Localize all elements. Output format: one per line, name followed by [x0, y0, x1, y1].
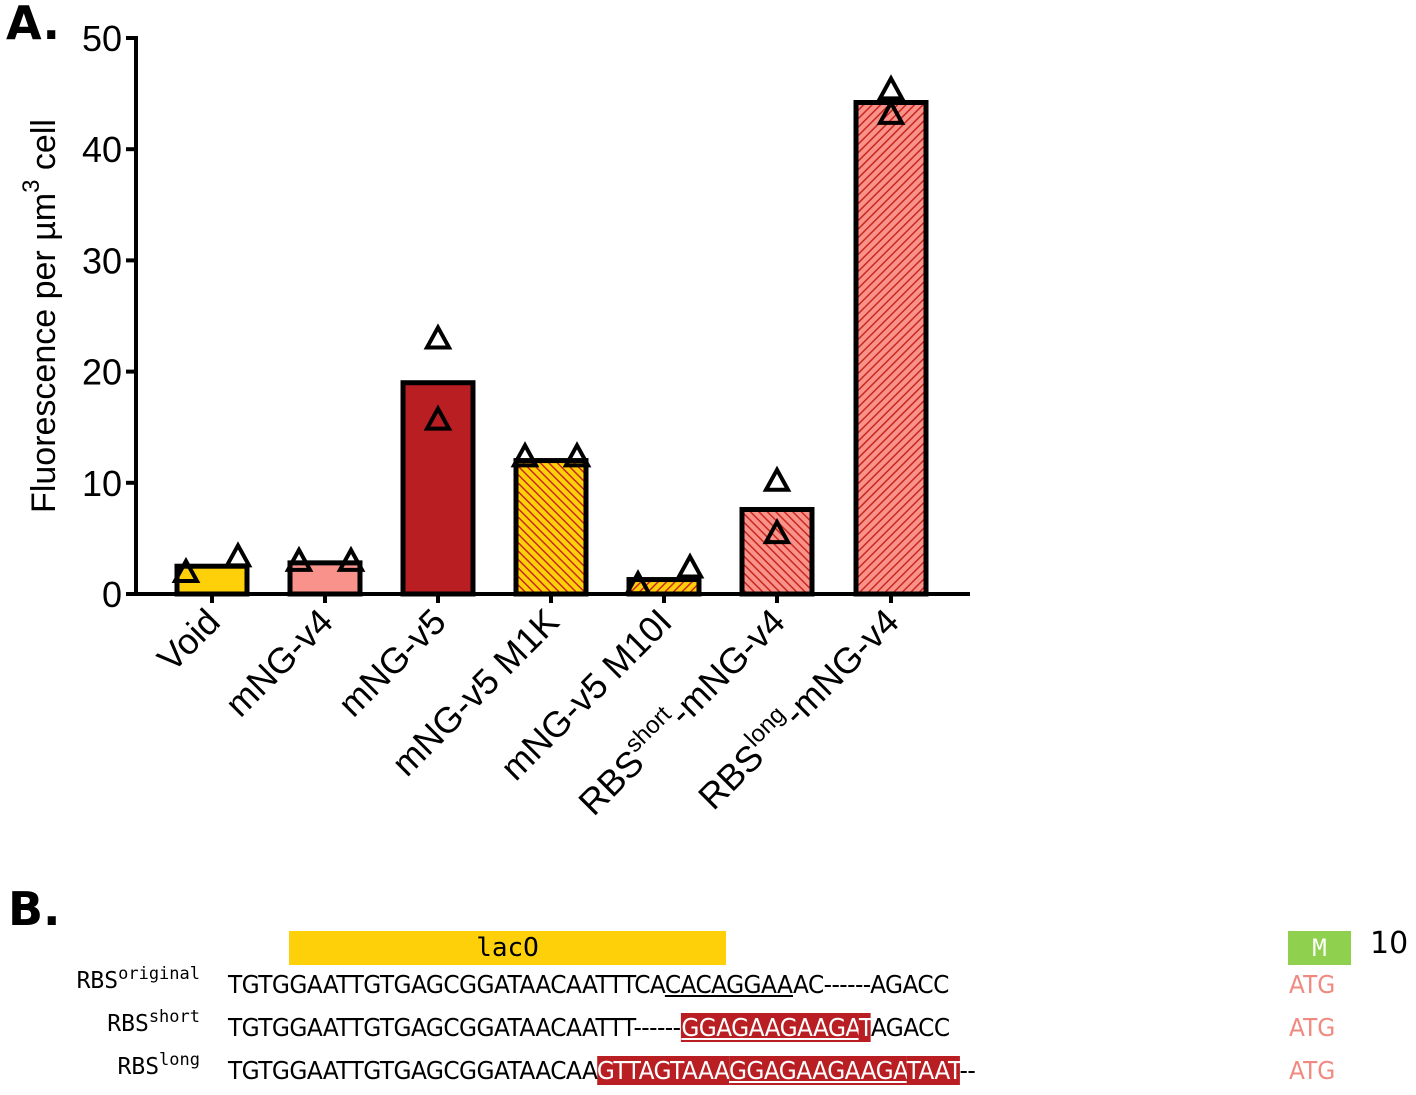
laco-label: lacO: [476, 933, 539, 963]
panel-a-label: A.: [6, 0, 60, 50]
sequence-row-short: TGTGGAATTGTGAGCGGATAACAATTT------GGAGAAG…: [228, 1013, 950, 1042]
bars: [174, 99, 929, 597]
row-label-short: RBSshort: [107, 1007, 200, 1037]
x-axis: [134, 592, 970, 603]
sequence-segment: TGTGGAATTGTGAGCGGATAACAA: [228, 1056, 597, 1085]
y-axis-label: Fluorescence per µm3 cell: [18, 119, 63, 513]
sequence-segment: --: [959, 1056, 976, 1085]
y-tick-label: 20: [82, 352, 122, 393]
start-codon: ATG: [1289, 1013, 1336, 1042]
row-label-long: RBSlong: [117, 1050, 201, 1080]
panel-b-label: B.: [8, 882, 61, 936]
y-tick-label: 10: [82, 463, 122, 504]
sequence-segment: GGAGAAGAAGA: [681, 1013, 860, 1042]
sequence-segment: AGACC: [870, 1013, 950, 1042]
y-axis-title: Fluorescence per µm3 cell: [18, 119, 63, 513]
sequence-segment: TGTGGAATTGTGAGCGGATAACAATTT------: [228, 1013, 682, 1042]
triangle-marker-icon: [675, 552, 705, 579]
start-codon: ATG: [1289, 1056, 1336, 1085]
m-label: M: [1312, 934, 1327, 962]
position-number: 10: [1370, 926, 1409, 961]
sequence-segment: GGAGAAGAAGA: [728, 1056, 907, 1085]
y-tick-label: 50: [82, 18, 122, 59]
triangle-marker-icon: [423, 323, 453, 350]
triangle-marker-icon: [762, 465, 792, 492]
x-tick-label: mNG-v4: [217, 601, 341, 725]
bar-7: [853, 99, 929, 597]
sequence-segment: CACAGGAA: [664, 970, 794, 999]
sequence-row-long: TGTGGAATTGTGAGCGGATAACAAGTTAGTAAAGGAGAAG…: [228, 1056, 976, 1085]
triangle-marker-icon: [223, 541, 253, 568]
sequence-row-original: TGTGGAATTGTGAGCGGATAACAATTTCACACAGGAAAC-…: [228, 970, 949, 999]
triangle-marker-icon: [284, 545, 314, 572]
sequence-segment: T: [858, 1013, 871, 1042]
x-tick-label: RBSshort-mNG-v4: [568, 598, 793, 823]
sequence-segment: GTTAGTAAA: [596, 1056, 730, 1085]
triangle-marker-icon: [336, 545, 366, 572]
methionine-box: M: [1288, 931, 1351, 965]
triangle-marker-icon: [171, 556, 201, 583]
row-label-original: RBSoriginal: [76, 964, 200, 994]
triangle-marker-icon: [876, 98, 906, 125]
y-tick-label: 0: [102, 574, 122, 615]
start-codon: ATG: [1289, 970, 1336, 999]
triangle-marker-icon: [876, 74, 906, 101]
bar-3: [400, 380, 476, 597]
y-tick-label: 40: [82, 129, 122, 170]
sequence-segment: TGTGGAATTGTGAGCGGATAACAATTTCA: [228, 970, 665, 999]
x-tick-label: Void: [149, 601, 228, 680]
bar-chart: Fluorescence per µm3 cell 0 10 20 30 40 50 Vo…: [18, 18, 970, 823]
triangle-marker-icon: [562, 441, 592, 468]
laco-annotation-bar: lacO: [289, 931, 726, 965]
bar-4: [513, 458, 589, 597]
triangle-marker-icon: [423, 404, 453, 431]
sequence-segment: TAAT: [906, 1056, 960, 1085]
y-tick-label: 30: [82, 240, 122, 281]
triangle-marker-icon: [510, 441, 540, 468]
triangle-marker-icon: [762, 517, 792, 545]
sequence-segment: AC------AGACC: [793, 970, 949, 999]
x-tick-label: RBSlong-mNG-v4: [687, 598, 906, 817]
bar-2: [287, 560, 363, 597]
y-axis: 0 10 20 30 40 50: [82, 18, 138, 615]
